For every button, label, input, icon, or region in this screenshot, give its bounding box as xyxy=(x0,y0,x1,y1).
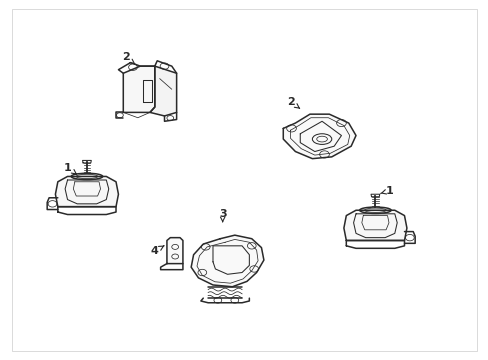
Polygon shape xyxy=(166,238,183,264)
Polygon shape xyxy=(55,176,118,207)
Text: 1: 1 xyxy=(63,163,77,174)
Polygon shape xyxy=(191,235,264,287)
Text: 1: 1 xyxy=(380,186,393,196)
Text: 4: 4 xyxy=(151,246,163,256)
Polygon shape xyxy=(283,114,355,159)
Text: 2: 2 xyxy=(286,97,299,108)
Text: 2: 2 xyxy=(122,52,135,64)
Polygon shape xyxy=(150,66,176,116)
Polygon shape xyxy=(123,66,155,112)
Polygon shape xyxy=(343,210,406,240)
Text: 3: 3 xyxy=(219,209,226,222)
